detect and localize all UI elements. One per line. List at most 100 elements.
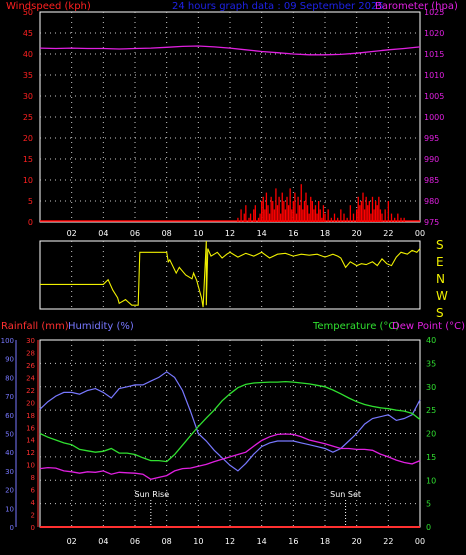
baro-y-tick-975: 975 (424, 218, 439, 227)
rain-y-tick-0: 0 (31, 524, 35, 532)
direction-label-2: N (436, 272, 445, 286)
rain-y-tick-10: 10 (26, 462, 35, 470)
panel1-x-tick-16: 16 (288, 229, 298, 238)
temp-y-tick-0: 0 (426, 523, 431, 532)
baro-y-tick-1010: 1010 (424, 71, 444, 80)
wind-y-tick-35: 35 (23, 71, 33, 80)
rain-y-tick-24: 24 (26, 374, 35, 382)
humidity-y-tick-90: 90 (5, 356, 14, 364)
dewpoint-line (39, 433, 421, 480)
temp-y-tick-35: 35 (426, 359, 436, 368)
baro-y-tick-1005: 1005 (424, 92, 444, 101)
panel3-x-tick-22: 22 (383, 537, 393, 546)
baro-y-tick-1020: 1020 (424, 29, 444, 38)
panel1-x-tick-00: 00 (415, 229, 425, 238)
windspeed-title: Windspeed (kph) (6, 1, 91, 12)
direction-label-4: S (436, 306, 444, 320)
rain-y-tick-16: 16 (26, 424, 35, 432)
panel1-x-tick-10: 10 (193, 229, 203, 238)
rain-humidity-temperature-panel: 1009080706050403020100302826242220181614… (1, 336, 437, 546)
wind-direction-line (40, 240, 421, 308)
humidity-y-tick-80: 80 (5, 374, 14, 382)
baro-y-tick-1025: 1025 (424, 8, 444, 17)
humidity-y-tick-20: 20 (5, 487, 14, 495)
panel1-x-tick-14: 14 (257, 229, 267, 238)
temp-y-tick-40: 40 (426, 336, 436, 345)
humidity-y-tick-40: 40 (5, 449, 14, 457)
panel3-x-tick-14: 14 (257, 537, 267, 546)
wind-y-tick-25: 25 (23, 113, 33, 122)
direction-label-0: S (436, 238, 444, 252)
humidity-y-tick-50: 50 (5, 431, 14, 439)
temp-y-tick-15: 15 (426, 453, 436, 462)
panel1-x-tick-18: 18 (320, 229, 330, 238)
humidity-y-tick-0: 0 (10, 524, 14, 532)
baro-y-tick-990: 990 (424, 155, 439, 164)
dewpoint-label: Dew Point (°C) (392, 321, 465, 332)
barometer-line (39, 45, 421, 56)
panel3-x-tick-02: 02 (67, 537, 77, 546)
rain-y-tick-22: 22 (26, 387, 35, 395)
humidity-y-tick-60: 60 (5, 412, 14, 420)
direction-label-1: E (436, 255, 444, 269)
temp-y-tick-20: 20 (426, 430, 436, 439)
panel1-x-tick-22: 22 (383, 229, 393, 238)
panel3-x-tick-16: 16 (288, 537, 298, 546)
rain-y-tick-20: 20 (26, 399, 35, 407)
humidity-y-tick-100: 100 (1, 337, 14, 345)
panel3-x-tick-00: 00 (415, 537, 425, 546)
temp-y-tick-30: 30 (426, 383, 436, 392)
baro-y-tick-1015: 1015 (424, 50, 444, 59)
panel1-x-tick-02: 02 (67, 229, 77, 238)
direction-label-3: W (436, 289, 448, 303)
panel1-x-tick-04: 04 (98, 229, 108, 238)
barometer-title: Barometer (hpa) (375, 1, 458, 12)
panel3-x-tick-20: 20 (352, 537, 362, 546)
baro-y-tick-995: 995 (424, 134, 439, 143)
rain-y-tick-14: 14 (26, 437, 35, 445)
humidity-y-tick-10: 10 (5, 505, 14, 513)
humidity-label: Humidity (%) (68, 321, 134, 332)
wind-y-tick-40: 40 (23, 50, 33, 59)
temperature-line (39, 380, 421, 463)
wind-direction-panel (39, 240, 421, 310)
temp-y-tick-5: 5 (426, 500, 431, 509)
panel1-x-tick-08: 08 (162, 229, 172, 238)
wind-y-tick-20: 20 (23, 134, 33, 143)
baro-y-tick-980: 980 (424, 197, 439, 206)
humidity-y-tick-30: 30 (5, 468, 14, 476)
wind-y-tick-50: 50 (23, 8, 33, 17)
rain-y-tick-8: 8 (31, 474, 35, 482)
graph-date-title: 24 hours graph data : 09 September 2025 (172, 1, 384, 12)
wind-y-tick-30: 30 (23, 92, 33, 101)
sunset-label: Sun Set (330, 490, 361, 499)
panel1-x-tick-20: 20 (352, 229, 362, 238)
wind-y-tick-0: 0 (28, 218, 33, 227)
baro-y-tick-1000: 1000 (424, 113, 444, 122)
temp-y-tick-10: 10 (426, 476, 436, 485)
panel1-x-tick-06: 06 (130, 229, 140, 238)
rain-y-tick-12: 12 (26, 449, 35, 457)
panel3-x-tick-10: 10 (193, 537, 203, 546)
rainfall-label: Rainfall (mm) (1, 321, 69, 332)
wind-y-tick-15: 15 (23, 155, 33, 164)
humidity-y-tick-70: 70 (5, 393, 14, 401)
direction-axis-labels: S E N W S (436, 238, 448, 320)
wind-y-tick-10: 10 (23, 176, 33, 185)
wind-y-tick-45: 45 (23, 29, 33, 38)
temperature-label: Temperature (°C) (312, 321, 399, 332)
humidity-line (39, 371, 421, 472)
rain-y-tick-18: 18 (26, 412, 35, 420)
rain-y-tick-2: 2 (31, 512, 35, 520)
panel3-x-tick-04: 04 (98, 537, 108, 546)
rain-y-tick-28: 28 (26, 349, 35, 357)
baro-y-tick-985: 985 (424, 176, 439, 185)
panel3-x-tick-08: 08 (162, 537, 172, 546)
wind-y-tick-5: 5 (28, 197, 33, 206)
panel3-x-tick-06: 06 (130, 537, 140, 546)
rain-y-tick-4: 4 (31, 499, 36, 507)
panel1-x-tick-12: 12 (225, 229, 235, 238)
rain-y-tick-6: 6 (31, 487, 36, 495)
